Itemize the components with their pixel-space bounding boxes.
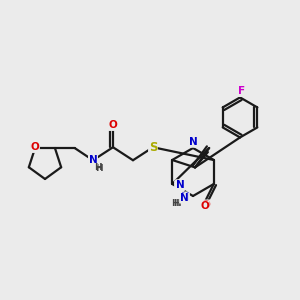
Text: O: O <box>201 200 210 210</box>
Text: H: H <box>94 163 102 172</box>
Text: O: O <box>30 142 38 152</box>
Text: N: N <box>189 137 197 147</box>
Text: N: N <box>181 192 189 202</box>
Text: N: N <box>176 180 184 190</box>
Text: F: F <box>238 86 246 96</box>
Text: N: N <box>180 193 188 203</box>
Text: N: N <box>189 137 197 147</box>
Text: F: F <box>238 86 246 96</box>
Text: O: O <box>109 120 117 130</box>
Text: N: N <box>88 155 98 165</box>
Text: O: O <box>109 120 117 130</box>
Text: N: N <box>176 180 184 190</box>
Text: H: H <box>171 200 179 208</box>
Text: H: H <box>95 164 103 173</box>
Text: O: O <box>31 142 39 152</box>
Text: H: H <box>173 199 181 208</box>
Text: O: O <box>200 201 209 211</box>
Text: S: S <box>149 142 157 152</box>
Text: N: N <box>88 155 98 165</box>
Text: N: N <box>175 181 184 191</box>
Text: S: S <box>149 141 157 154</box>
Text: N: N <box>175 181 184 191</box>
